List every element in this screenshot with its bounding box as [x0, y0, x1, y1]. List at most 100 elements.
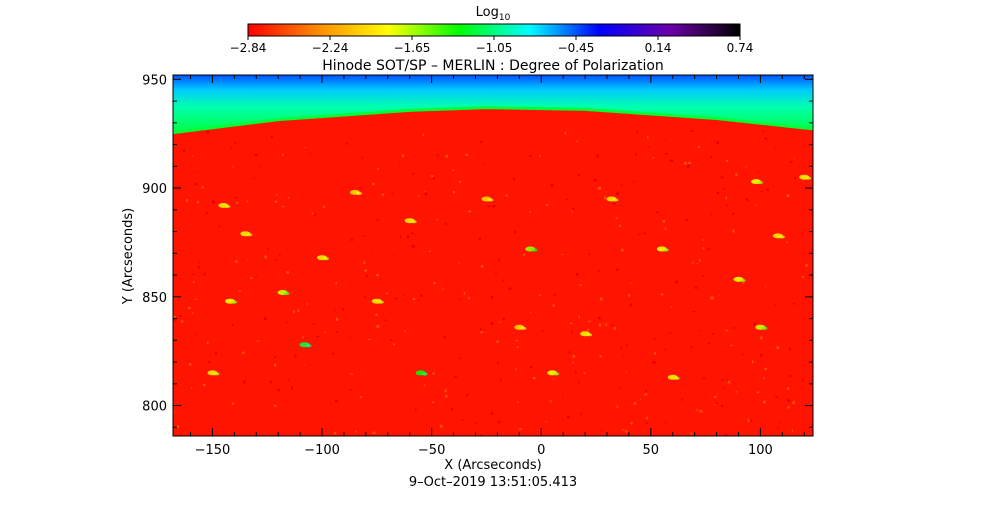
granulation-speck — [527, 319, 529, 322]
granulation-speck — [639, 398, 641, 401]
granulation-speck — [572, 361, 574, 364]
granulation-speck — [690, 130, 694, 132]
granulation-speck — [685, 219, 688, 222]
granulation-speck — [254, 153, 258, 157]
magnetic-patch-fringe — [421, 372, 428, 376]
granulation-speck — [611, 324, 614, 327]
granulation-speck — [645, 390, 647, 393]
granulation-speck — [791, 429, 793, 432]
granulation-speck — [355, 430, 357, 433]
granulation-speck — [692, 261, 694, 264]
granulation-speck — [789, 375, 792, 378]
granulation-speck — [399, 235, 402, 238]
granulation-speck — [197, 200, 199, 204]
granulation-speck — [688, 162, 691, 164]
granulation-speck — [445, 154, 448, 158]
granulation-speck — [249, 277, 253, 279]
granulation-speck — [564, 131, 567, 135]
granulation-speck — [710, 213, 713, 216]
granulation-speck — [698, 146, 700, 149]
granulation-speck — [236, 201, 239, 204]
granulation-speck — [723, 387, 726, 390]
granulation-speck — [186, 199, 188, 203]
granulation-speck — [621, 248, 624, 252]
granulation-speck — [697, 263, 699, 265]
granulation-speck — [194, 298, 198, 300]
x-axis-ticks: −150 −100 −50 0 50 100 — [190, 75, 805, 458]
granulation-speck — [376, 325, 380, 328]
granulation-speck — [638, 234, 641, 236]
granulation-speck — [415, 408, 417, 412]
granulation-speck — [763, 400, 766, 404]
colorbar-tick-label: −0.45 — [558, 41, 595, 55]
granulation-speck — [246, 200, 248, 203]
granulation-speck — [433, 282, 436, 285]
granulation-speck — [333, 432, 337, 435]
granulation-speck — [613, 202, 616, 205]
granulation-speck — [393, 253, 396, 256]
granulation-speck — [424, 384, 426, 387]
granulation-speck — [270, 434, 274, 436]
granulation-speck — [465, 153, 468, 156]
granulation-speck — [360, 396, 362, 399]
granulation-speck — [576, 140, 578, 143]
granulation-speck — [652, 156, 655, 159]
granulation-speck — [333, 309, 336, 312]
granulation-speck — [479, 327, 482, 331]
granulation-speck — [529, 211, 532, 214]
granulation-speck — [394, 297, 397, 300]
granulation-speck — [671, 306, 673, 308]
granulation-speck — [721, 405, 724, 408]
granulation-speck — [565, 198, 568, 201]
granulation-speck — [247, 260, 249, 262]
granulation-speck — [304, 147, 307, 149]
granulation-speck — [454, 376, 457, 379]
granulation-speck — [466, 394, 469, 397]
granulation-speck — [757, 171, 759, 172]
granulation-speck — [725, 329, 729, 332]
granulation-speck — [747, 419, 750, 422]
quiet-sun-background — [173, 75, 813, 436]
granulation-speck — [598, 269, 601, 272]
granulation-speck — [420, 281, 422, 283]
granulation-speck — [316, 335, 319, 338]
magnetic-patch-fringe — [231, 300, 237, 304]
granulation-speck — [646, 416, 648, 420]
granulation-speck — [568, 350, 570, 354]
granulation-speck — [515, 367, 517, 371]
granulation-speck — [692, 311, 696, 313]
granulation-speck — [732, 229, 735, 233]
granulation-speck — [303, 364, 305, 366]
granulation-speck — [363, 261, 366, 264]
granulation-speck — [389, 339, 393, 341]
granulation-speck — [801, 232, 803, 235]
granulation-speck — [775, 396, 778, 398]
magnetic-patch-fringe — [487, 198, 494, 202]
x-tick-label: −100 — [304, 443, 340, 458]
granulation-speck — [491, 296, 494, 299]
magnetic-patch-fringe — [323, 257, 329, 261]
granulation-speck — [636, 130, 639, 133]
granulation-speck — [512, 178, 516, 181]
x-tick-label: −150 — [195, 443, 231, 458]
granulation-speck — [505, 194, 508, 197]
granulation-speck — [726, 160, 729, 162]
granulation-speck — [274, 363, 277, 367]
granulation-speck — [432, 401, 435, 404]
granulation-speck — [653, 338, 656, 340]
granulation-speck — [422, 133, 424, 136]
granulation-speck — [635, 152, 637, 156]
granulation-speck — [760, 191, 763, 193]
granulation-speck — [270, 136, 273, 139]
granulation-speck — [286, 271, 289, 274]
granulation-speck — [790, 160, 793, 163]
granulation-speck — [487, 205, 491, 207]
granulation-speck — [745, 198, 749, 201]
granulation-speck — [596, 154, 599, 158]
granulation-speck — [735, 173, 738, 176]
granulation-speck — [571, 208, 575, 210]
granulation-speck — [517, 401, 519, 403]
granulation-speck — [600, 430, 602, 432]
granulation-speck — [480, 434, 482, 436]
granulation-speck — [372, 431, 376, 434]
